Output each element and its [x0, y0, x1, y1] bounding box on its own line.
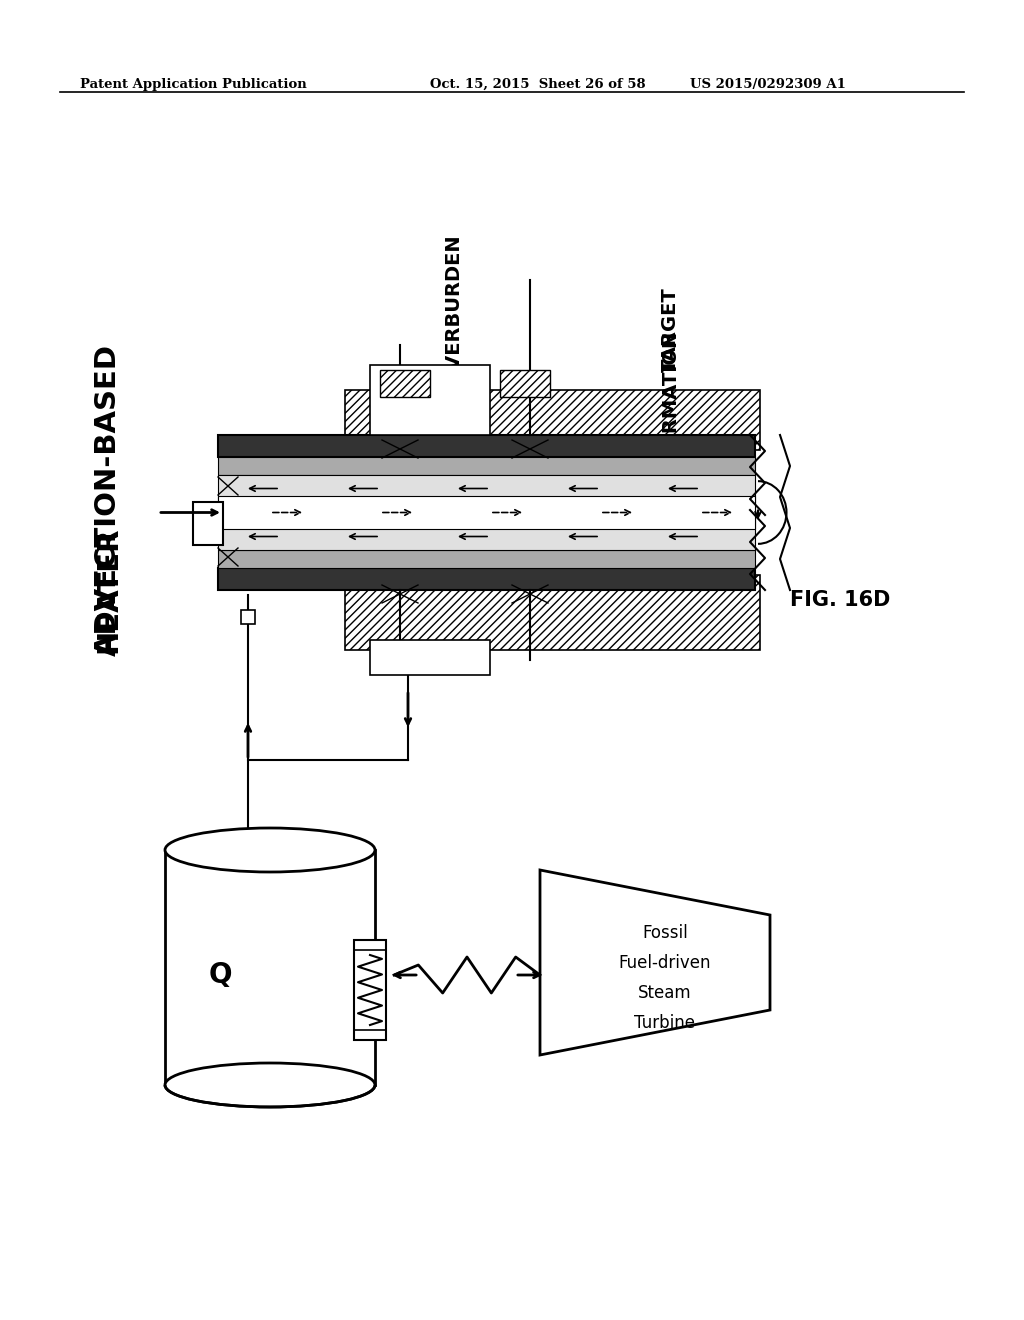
- Bar: [345, 576, 760, 649]
- Text: US 2015/0292309 A1: US 2015/0292309 A1: [690, 78, 846, 91]
- Bar: [370, 640, 490, 675]
- Bar: [345, 389, 760, 450]
- Text: Q: Q: [208, 961, 231, 989]
- Text: HEATER: HEATER: [94, 527, 122, 653]
- Bar: [241, 610, 255, 624]
- Bar: [193, 502, 223, 545]
- Ellipse shape: [165, 828, 375, 873]
- Bar: [370, 366, 490, 436]
- Bar: [218, 496, 755, 529]
- Bar: [218, 550, 755, 568]
- Polygon shape: [380, 370, 430, 397]
- Polygon shape: [540, 870, 770, 1055]
- Bar: [218, 568, 755, 590]
- Text: ADVECTION-BASED: ADVECTION-BASED: [94, 345, 122, 656]
- Text: FORMATION: FORMATION: [660, 330, 680, 461]
- Bar: [165, 850, 375, 1085]
- Text: Patent Application Publication: Patent Application Publication: [80, 78, 307, 91]
- Bar: [354, 940, 386, 1040]
- Ellipse shape: [165, 1063, 375, 1107]
- Polygon shape: [500, 370, 550, 397]
- Bar: [218, 475, 755, 550]
- Text: Fossil: Fossil: [642, 924, 688, 941]
- Text: TARGET: TARGET: [660, 288, 680, 372]
- Text: Steam: Steam: [638, 983, 692, 1002]
- Text: FIG. 16D: FIG. 16D: [790, 590, 891, 610]
- Text: Turbine: Turbine: [635, 1014, 695, 1031]
- Text: OVERBURDEN: OVERBURDEN: [443, 235, 463, 385]
- Text: Oct. 15, 2015  Sheet 26 of 58: Oct. 15, 2015 Sheet 26 of 58: [430, 78, 645, 91]
- Text: Fuel-driven: Fuel-driven: [618, 953, 712, 972]
- Bar: [218, 436, 755, 457]
- Bar: [218, 457, 755, 475]
